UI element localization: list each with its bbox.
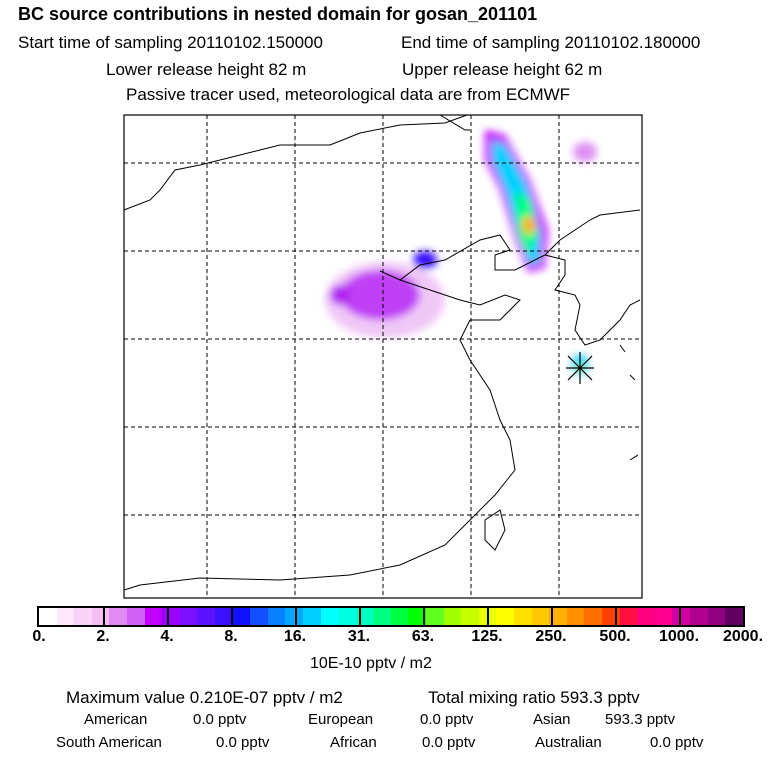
upper-height: Upper release height 62 m [402, 60, 603, 79]
colorbar-divider [231, 608, 233, 625]
colorbar-swatch [91, 608, 110, 625]
african-value: 0.0 pptv [422, 734, 476, 751]
colorbar-swatch [549, 608, 567, 625]
total-mixing-ratio: Total mixing ratio 593.3 pptv [428, 688, 640, 707]
colorbar-tick-label: 0. [32, 628, 46, 645]
colorbar-swatch [232, 608, 251, 625]
colorbar-tick-label: 16. [283, 628, 307, 645]
colorbar-swatch [214, 608, 233, 625]
map-frame [123, 114, 643, 599]
colorbar-divider [487, 608, 489, 625]
colorbar-swatch [514, 608, 532, 625]
south-american-value: 0.0 pptv [216, 734, 270, 751]
colorbar-swatch [390, 608, 409, 625]
colorbar [37, 606, 745, 627]
end-time: End time of sampling 20110102.180000 [401, 33, 701, 52]
colorbar-swatch [267, 608, 286, 625]
colorbar-divider [423, 608, 425, 625]
colorbar-swatch [179, 608, 198, 625]
african-label: African [330, 734, 377, 751]
max-value: Maximum value 0.210E-07 pptv / m2 [66, 688, 343, 707]
colorbar-divider [359, 608, 361, 625]
asian-label: Asian [533, 711, 571, 728]
colorbar-divider [551, 608, 553, 625]
colorbar-swatch [285, 608, 303, 625]
colorbar-swatch [461, 608, 479, 625]
asian-value: 593.3 pptv [605, 711, 676, 728]
colorbar-tick-label: 1000. [658, 628, 700, 645]
colorbar-swatch [126, 608, 145, 625]
colorbar-tick-label: 2. [96, 628, 110, 645]
colorbar-swatch [637, 608, 655, 625]
colorbar-swatch [39, 608, 57, 625]
south-american-label: South American [56, 734, 162, 751]
colorbar-swatch [725, 608, 743, 625]
colorbar-swatch [566, 608, 585, 625]
colorbar-swatch [320, 608, 339, 625]
concentration-field [325, 130, 597, 375]
colorbar-swatch [162, 608, 180, 625]
colorbar-tick-label: 31. [347, 628, 371, 645]
colorbar-swatch [531, 608, 550, 625]
colorbar-swatch [619, 608, 638, 625]
australian-value: 0.0 pptv [650, 734, 704, 751]
colorbar-tick-label: 500. [599, 628, 631, 645]
european-label: European [308, 711, 374, 728]
start-time: Start time of sampling 20110102.150000 [18, 33, 323, 52]
colorbar-swatch [584, 608, 602, 625]
colorbar-swatch [443, 608, 462, 625]
colorbar-swatch [302, 608, 321, 625]
american-label: American [84, 711, 148, 728]
colorbar-unit: 10E-10 pptv / m2 [310, 655, 432, 672]
colorbar-swatch [426, 608, 444, 625]
colorbar-divider [167, 608, 169, 625]
european-value: 0.0 pptv [420, 711, 474, 728]
colorbar-swatch [56, 608, 75, 625]
colorbar-swatch [144, 608, 163, 625]
tracer-note: Passive tracer used, meteorological data… [126, 85, 571, 104]
colorbar-swatch [707, 608, 726, 625]
colorbar-swatch [689, 608, 708, 625]
colorbar-divider [295, 608, 297, 625]
colorbar-swatch [338, 608, 356, 625]
colorbar-tick-label: 4. [160, 628, 174, 645]
lower-height: Lower release height 82 m [106, 60, 307, 79]
colorbar-swatch [109, 608, 127, 625]
colorbar-divider [615, 608, 617, 625]
chart-title: BC source contributions in nested domain… [18, 4, 538, 24]
colorbar-tick-label: 250. [535, 628, 567, 645]
colorbar-swatch [654, 608, 673, 625]
receptor-star-icon [566, 352, 594, 384]
colorbar-tick-label: 63. [411, 628, 435, 645]
colorbar-divider [679, 608, 681, 625]
american-value: 0.0 pptv [193, 711, 247, 728]
coastlines [123, 114, 641, 591]
colorbar-swatch [408, 608, 427, 625]
colorbar-divider [103, 608, 105, 625]
colorbar-swatch [373, 608, 391, 625]
colorbar-swatch [250, 608, 268, 625]
colorbar-swatch [197, 608, 215, 625]
colorbar-swatch [496, 608, 515, 625]
australian-label: Australian [535, 734, 602, 751]
colorbar-swatch [74, 608, 92, 625]
colorbar-tick-label: 8. [224, 628, 238, 645]
colorbar-tick-label: 2000. [722, 628, 764, 645]
colorbar-swatch [672, 608, 690, 625]
colorbar-tick-label: 125. [471, 628, 503, 645]
grid-lines [124, 115, 642, 598]
